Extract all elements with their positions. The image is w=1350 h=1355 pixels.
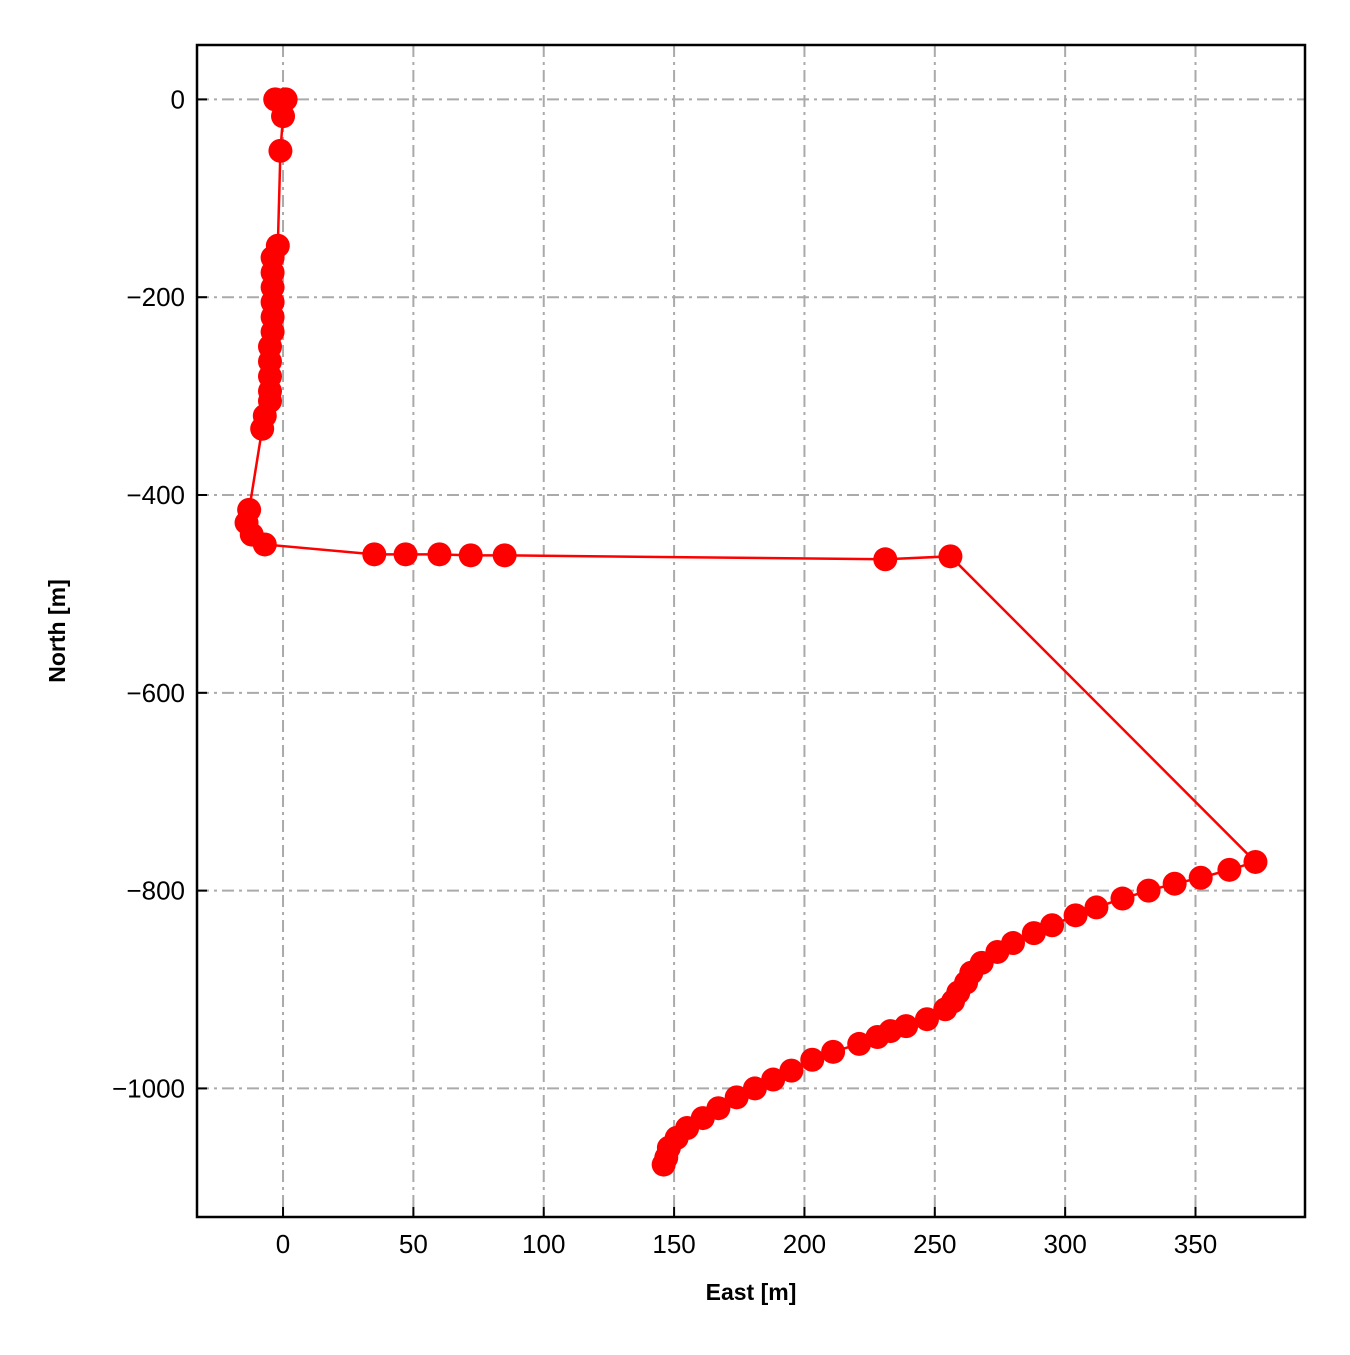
data-point bbox=[724, 1085, 749, 1110]
y-tick-label: −800 bbox=[126, 876, 185, 906]
y-tick-label: −200 bbox=[126, 282, 185, 312]
x-tick-label: 0 bbox=[276, 1229, 290, 1259]
data-point bbox=[914, 1007, 939, 1032]
x-tick-label: 350 bbox=[1174, 1229, 1217, 1259]
data-point bbox=[1021, 921, 1046, 946]
data-point bbox=[1162, 871, 1187, 896]
data-point bbox=[933, 997, 958, 1022]
data-point bbox=[492, 543, 517, 568]
data-point bbox=[779, 1058, 804, 1083]
data-point bbox=[761, 1067, 786, 1092]
data-point bbox=[1110, 886, 1135, 911]
data-point bbox=[362, 542, 387, 567]
data-point bbox=[847, 1031, 872, 1056]
data-point bbox=[427, 542, 452, 567]
data-point bbox=[252, 532, 277, 557]
data-point bbox=[873, 547, 898, 572]
data-point bbox=[742, 1076, 767, 1101]
data-point bbox=[651, 1152, 676, 1177]
x-tick-label: 150 bbox=[652, 1229, 695, 1259]
data-line bbox=[245, 98, 1258, 1166]
data-point bbox=[393, 542, 418, 567]
plot-frame bbox=[195, 43, 1307, 1219]
data-point bbox=[1063, 903, 1088, 928]
y-tick-label: −400 bbox=[126, 480, 185, 510]
data-point bbox=[938, 544, 963, 569]
data-point bbox=[1243, 849, 1268, 874]
y-axis-label: North [m] bbox=[44, 579, 70, 682]
x-tick-label: 300 bbox=[1043, 1229, 1086, 1259]
data-point bbox=[1084, 895, 1109, 920]
y-tick-label: −1000 bbox=[112, 1073, 185, 1103]
x-tick-label: 50 bbox=[399, 1229, 428, 1259]
data-point bbox=[1040, 913, 1065, 938]
x-tick-label: 200 bbox=[783, 1229, 826, 1259]
y-tick-label: 0 bbox=[171, 84, 185, 114]
data-point bbox=[458, 543, 483, 568]
data-point bbox=[821, 1039, 846, 1064]
data-point bbox=[1217, 857, 1242, 882]
data-point bbox=[865, 1024, 890, 1049]
data-point bbox=[250, 416, 275, 441]
x-tick-label: 100 bbox=[522, 1229, 565, 1259]
data-point bbox=[271, 104, 296, 129]
data-point bbox=[1136, 878, 1161, 903]
y-tick-label: −600 bbox=[126, 678, 185, 708]
data-point bbox=[268, 138, 293, 163]
x-tick-label: 250 bbox=[913, 1229, 956, 1259]
data-point bbox=[800, 1047, 825, 1072]
x-axis-label: East [m] bbox=[706, 1279, 797, 1305]
data-point bbox=[1188, 865, 1213, 890]
